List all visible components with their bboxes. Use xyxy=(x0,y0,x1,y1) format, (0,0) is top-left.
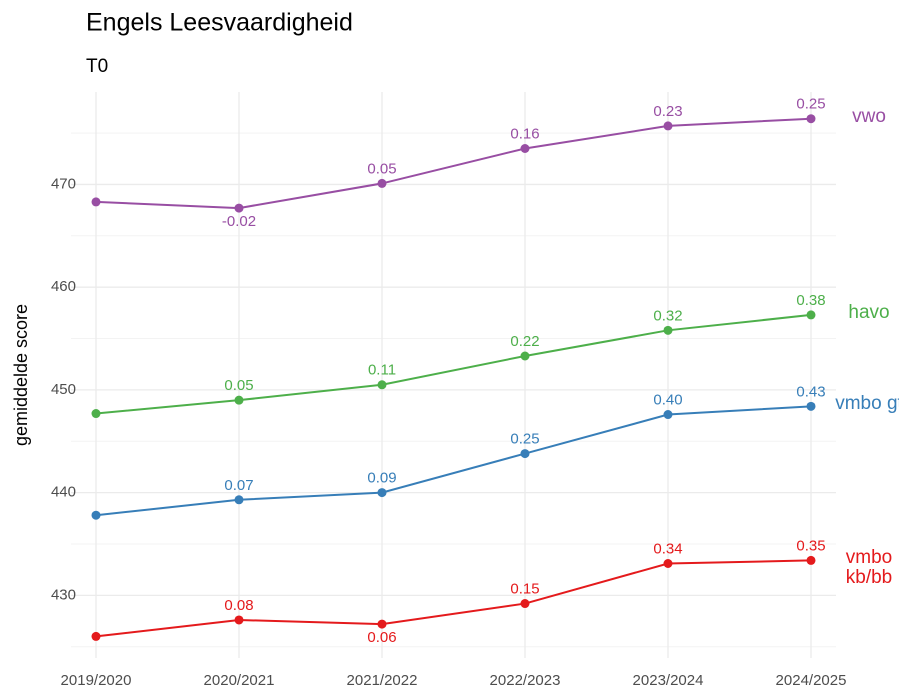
y-tick-label: 460 xyxy=(51,278,76,295)
chart-title: Engels Leesvaardigheid xyxy=(86,9,353,37)
point xyxy=(806,310,816,320)
x-tick-label: 2024/2025 xyxy=(776,672,847,689)
point-label: 0.43 xyxy=(796,383,825,400)
point xyxy=(377,619,387,629)
point-label: 0.22 xyxy=(510,333,539,350)
point xyxy=(520,599,530,609)
point-label: 0.38 xyxy=(796,292,825,309)
point-label: 0.40 xyxy=(653,392,682,409)
point xyxy=(520,143,530,153)
point-label: 0.25 xyxy=(796,96,825,113)
series-label: havo xyxy=(848,301,890,323)
point-label: -0.02 xyxy=(222,213,256,230)
point xyxy=(663,558,673,568)
point-label: 0.15 xyxy=(510,581,539,598)
point xyxy=(663,410,673,420)
point-label: 0.35 xyxy=(796,537,825,554)
point-label: 0.16 xyxy=(510,125,539,142)
point xyxy=(377,380,387,390)
series-label: vmbo kb/bb xyxy=(845,547,893,589)
point-label: 0.32 xyxy=(653,307,682,324)
point-label: 0.34 xyxy=(653,540,682,557)
point-label: 0.05 xyxy=(367,160,396,177)
point xyxy=(806,401,816,411)
x-tick-label: 2019/2020 xyxy=(61,672,132,689)
series-label: vwo xyxy=(852,105,886,127)
series-line xyxy=(95,117,812,210)
point xyxy=(234,395,244,405)
chart-subtitle: T0 xyxy=(86,56,108,77)
y-tick-label: 470 xyxy=(51,175,76,192)
point xyxy=(377,488,387,498)
y-axis-label: gemiddelde score xyxy=(11,304,31,446)
point xyxy=(520,449,530,459)
x-tick-label: 2022/2023 xyxy=(490,672,561,689)
x-tick-label: 2023/2024 xyxy=(633,672,704,689)
point-label: 0.06 xyxy=(367,629,396,646)
point xyxy=(806,555,816,565)
point-label: 0.11 xyxy=(368,362,396,379)
point xyxy=(91,409,101,419)
point xyxy=(520,351,530,361)
point xyxy=(663,121,673,131)
point xyxy=(234,203,244,213)
point-label: 0.25 xyxy=(510,431,539,448)
point-label: 0.05 xyxy=(224,377,253,394)
point xyxy=(91,510,101,520)
y-tick-label: 430 xyxy=(51,586,76,603)
point xyxy=(663,325,673,335)
point xyxy=(234,615,244,625)
y-tick-label: 440 xyxy=(51,484,76,501)
x-tick-label: 2021/2022 xyxy=(347,672,418,689)
point-label: 0.23 xyxy=(653,103,682,120)
point xyxy=(806,114,816,124)
series-line xyxy=(95,313,812,415)
point-label: 0.09 xyxy=(367,470,396,487)
point-label: 0.07 xyxy=(224,477,253,494)
point xyxy=(91,631,101,641)
point xyxy=(377,178,387,188)
y-tick-label: 450 xyxy=(51,381,76,398)
point-label: 0.08 xyxy=(224,597,253,614)
series-line xyxy=(95,559,812,638)
point xyxy=(91,197,101,207)
series-label: vmbo gt xyxy=(835,393,899,415)
point xyxy=(234,495,244,505)
series-line xyxy=(95,405,812,517)
x-tick-label: 2020/2021 xyxy=(204,672,275,689)
